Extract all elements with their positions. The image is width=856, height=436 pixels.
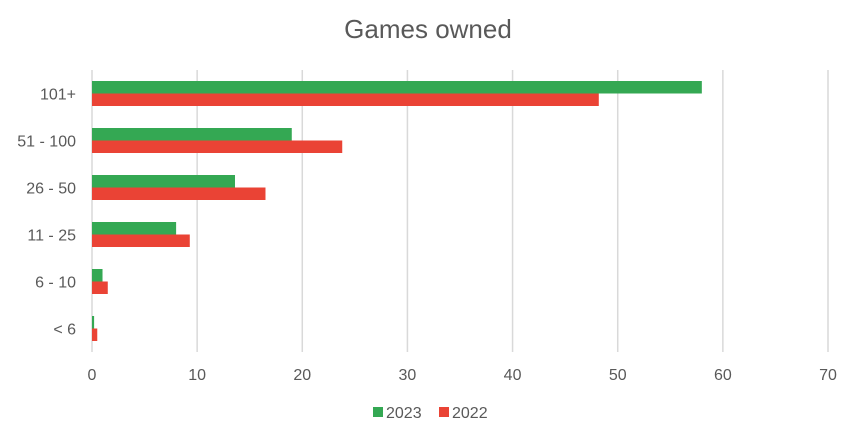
legend-swatch-2022 <box>439 407 449 417</box>
x-tick-label: 0 <box>88 367 97 384</box>
legend: 2023 2022 <box>373 405 488 422</box>
category-label: 11 - 25 <box>27 228 76 245</box>
bar-2022-1 <box>92 140 343 153</box>
bar-2022-2 <box>92 187 266 200</box>
bar-2022-5 <box>92 328 98 341</box>
bar-2022-4 <box>92 281 108 294</box>
bar-2023-0 <box>92 81 702 94</box>
x-tick-label: 10 <box>188 367 206 384</box>
category-label: < 6 <box>53 322 76 339</box>
x-tick-label: 50 <box>609 367 627 384</box>
category-label: 51 - 100 <box>17 134 76 151</box>
bar-2023-3 <box>92 222 177 235</box>
x-tick-label: 60 <box>714 367 732 384</box>
bar-2023-1 <box>92 128 292 141</box>
x-tick-label: 70 <box>819 367 837 384</box>
category-label: 26 - 50 <box>26 181 76 198</box>
category-labels: 101+ 51 - 100 26 - 50 11 - 25 6 - 10 < 6 <box>17 87 76 339</box>
legend-label-2022: 2022 <box>452 405 488 422</box>
bar-2023-2 <box>92 175 235 188</box>
bar-2023-4 <box>92 269 103 282</box>
x-tick-label: 20 <box>293 367 311 384</box>
x-tick-label: 30 <box>399 367 417 384</box>
bar-2022-0 <box>92 93 599 106</box>
gridlines <box>91 70 829 352</box>
x-tick-labels: 0 10 20 30 40 50 60 70 <box>88 367 837 384</box>
legend-swatch-2023 <box>373 407 383 417</box>
chart-title: Games owned <box>344 14 512 44</box>
bars <box>92 81 702 341</box>
legend-label-2023: 2023 <box>386 405 422 422</box>
x-tick-label: 40 <box>504 367 522 384</box>
category-label: 6 - 10 <box>35 275 76 292</box>
bar-2022-3 <box>92 234 190 247</box>
bar-2023-5 <box>92 316 95 329</box>
category-label: 101+ <box>40 87 76 104</box>
